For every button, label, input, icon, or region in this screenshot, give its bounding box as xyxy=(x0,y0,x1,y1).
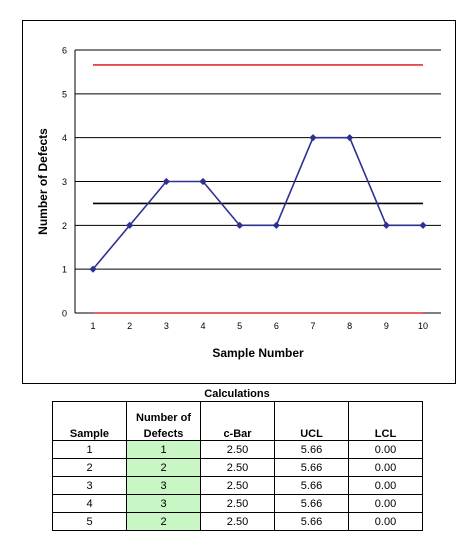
cell-ucl: 5.66 xyxy=(274,494,349,513)
table-row: 4 3 2.50 5.66 0.00 xyxy=(52,494,423,513)
y-tick-label: 4 xyxy=(62,133,67,143)
y-tick-label: 3 xyxy=(62,177,67,187)
cell-cbar: 2.50 xyxy=(200,458,275,477)
cell-ucl: 5.66 xyxy=(274,512,349,531)
cell-sample: 5 xyxy=(52,512,127,531)
header-sample: Sample xyxy=(52,423,127,441)
data-point xyxy=(309,134,317,142)
chart-area: 0 1 2 3 4 5 6 1 2 3 4 5 6 7 8 9 10 Sample Number Number of… xyxy=(22,20,456,384)
table-row: 2 2 2.50 5.66 0.00 xyxy=(52,458,423,477)
cell-cbar: 2.50 xyxy=(200,494,275,513)
cell-lcl: 0.00 xyxy=(348,494,423,513)
header-row-top: Number of xyxy=(52,401,423,424)
cell-lcl: 0.00 xyxy=(348,458,423,477)
x-tick-label: 8 xyxy=(347,321,352,331)
cell-sample: 3 xyxy=(52,476,127,495)
header-cbar: c-Bar xyxy=(200,423,275,441)
calculations-title: Calculations xyxy=(204,388,270,400)
cell-lcl: 0.00 xyxy=(348,512,423,531)
x-tick-label: 3 xyxy=(164,321,169,331)
header-lcl-top xyxy=(348,401,423,424)
cell-ucl: 5.66 xyxy=(274,476,349,495)
cell-ucl: 5.66 xyxy=(274,440,349,459)
cell-defects: 1 xyxy=(126,440,201,459)
x-tick-label: 10 xyxy=(418,321,428,331)
data-point xyxy=(272,221,280,229)
cell-sample: 2 xyxy=(52,458,127,477)
cell-defects: 3 xyxy=(126,476,201,495)
y-tick-label: 2 xyxy=(62,221,67,231)
control-chart: 0 1 2 3 4 5 6 1 2 3 4 5 6 7 8 9 10 Sample Number Number of… xyxy=(36,46,441,360)
x-tick-label: 5 xyxy=(237,321,242,331)
data-point xyxy=(419,221,427,229)
header-lcl: LCL xyxy=(348,423,423,441)
cell-cbar: 2.50 xyxy=(200,440,275,459)
data-point xyxy=(346,134,354,142)
header-ucl-top xyxy=(274,401,349,424)
data-point xyxy=(382,221,390,229)
x-tick-label: 4 xyxy=(200,321,205,331)
cell-cbar: 2.50 xyxy=(200,512,275,531)
y-axis-label: Number of Defects xyxy=(36,128,50,235)
cell-cbar: 2.50 xyxy=(200,476,275,495)
data-point xyxy=(162,177,170,186)
x-tick-label: 7 xyxy=(310,321,315,331)
x-axis-label: Sample Number xyxy=(212,346,304,360)
y-tick-label: 1 xyxy=(62,265,67,275)
table-row: 5 2 2.50 5.66 0.00 xyxy=(52,512,423,531)
y-tick-label: 5 xyxy=(62,89,67,99)
header-defects-line1: Number of xyxy=(126,401,201,424)
x-tick-label: 1 xyxy=(90,321,95,331)
series-line xyxy=(92,136,423,270)
header-sample-top xyxy=(52,401,127,424)
cell-sample: 1 xyxy=(52,440,127,459)
table-row: 3 3 2.50 5.66 0.00 xyxy=(52,476,423,495)
x-tick-label: 6 xyxy=(274,321,279,331)
data-point xyxy=(126,221,134,229)
y-tick-label: 6 xyxy=(62,46,67,56)
cell-defects: 3 xyxy=(126,494,201,513)
cell-lcl: 0.00 xyxy=(348,440,423,459)
header-ucl: UCL xyxy=(274,423,349,441)
data-point xyxy=(236,221,244,229)
cell-defects: 2 xyxy=(126,458,201,477)
header-defects-line2: Defects xyxy=(126,423,201,441)
cell-defects: 2 xyxy=(126,512,201,531)
cell-lcl: 0.00 xyxy=(348,476,423,495)
y-tick-label: 0 xyxy=(62,309,67,319)
x-tick-label: 9 xyxy=(384,321,389,331)
cell-sample: 4 xyxy=(52,494,127,513)
table-row: 1 1 2.50 5.66 0.00 xyxy=(52,440,423,459)
data-point xyxy=(199,177,207,186)
calculations-table: Number of Sample Defects c-Bar UCL LCL 1… xyxy=(52,401,423,531)
cell-ucl: 5.66 xyxy=(274,458,349,477)
header-cbar-top xyxy=(200,401,275,424)
header-row-bottom: Sample Defects c-Bar UCL LCL xyxy=(52,423,423,441)
x-tick-label: 2 xyxy=(127,321,132,331)
